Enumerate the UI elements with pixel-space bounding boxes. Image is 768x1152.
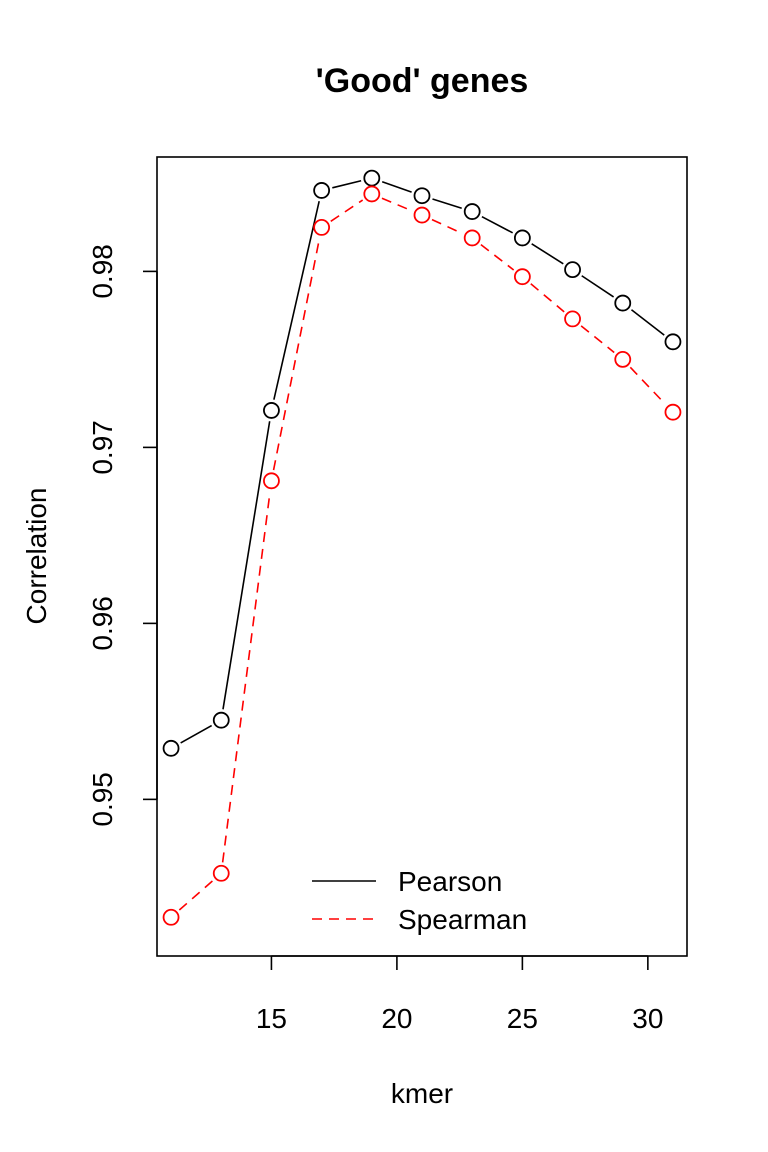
series-segment xyxy=(629,366,666,405)
data-point xyxy=(212,711,230,729)
x-axis: 15 20 25 30 xyxy=(256,955,663,1034)
y-tick-label: 0.95 xyxy=(87,772,118,827)
data-point xyxy=(564,310,581,328)
series-segment xyxy=(480,244,515,271)
data-point xyxy=(463,203,481,220)
series-pearson xyxy=(162,169,682,757)
data-point xyxy=(513,268,531,286)
data-point xyxy=(413,206,431,224)
x-tick-label: 20 xyxy=(381,1003,412,1034)
data-point xyxy=(614,294,632,312)
data-point xyxy=(263,402,280,419)
series-segment xyxy=(330,199,364,222)
series-segment xyxy=(272,238,321,471)
y-axis: 0.95 0.96 0.97 0.98 xyxy=(87,244,158,827)
data-point xyxy=(363,185,381,203)
series-segment xyxy=(221,491,271,863)
y-tick-label: 0.96 xyxy=(87,596,118,651)
legend-label: Spearman xyxy=(398,904,527,935)
series-segment xyxy=(580,325,615,354)
series-segment xyxy=(530,283,565,313)
data-point xyxy=(313,218,331,236)
series-segment xyxy=(531,243,564,265)
series-segment xyxy=(222,421,271,710)
series-segment xyxy=(431,218,463,235)
legend-label: Pearson xyxy=(398,866,502,897)
chart-title: 'Good' genes xyxy=(316,62,529,100)
series-segment xyxy=(432,198,462,210)
series-segment xyxy=(381,197,413,212)
data-point xyxy=(162,908,180,926)
data-point xyxy=(413,187,431,205)
data-point xyxy=(513,229,531,247)
series-segment xyxy=(630,309,665,336)
series-segment xyxy=(180,724,213,744)
data-point xyxy=(564,261,581,279)
y-tick-label: 0.98 xyxy=(87,244,118,299)
x-axis-label: kmer xyxy=(391,1078,453,1109)
x-tick-label: 25 xyxy=(507,1003,538,1034)
series-segment xyxy=(381,181,412,193)
y-tick-label: 0.97 xyxy=(87,420,118,475)
data-point xyxy=(363,169,381,187)
y-axis-label: Correlation xyxy=(21,488,52,625)
series-layer xyxy=(162,169,682,926)
series-segment xyxy=(481,215,514,234)
legend: Pearson Spearman xyxy=(312,866,527,935)
data-point xyxy=(664,403,682,421)
x-tick-label: 30 xyxy=(632,1003,663,1034)
data-point xyxy=(313,182,331,199)
data-point xyxy=(664,333,682,351)
data-point xyxy=(614,350,632,368)
series-spearman xyxy=(162,185,682,926)
series-segment xyxy=(273,200,320,400)
series-segment xyxy=(581,275,615,298)
data-point xyxy=(263,472,280,490)
plot-frame xyxy=(156,156,688,957)
x-tick-label: 15 xyxy=(256,1003,287,1034)
series-segment xyxy=(332,179,362,189)
data-point xyxy=(212,864,230,882)
data-point xyxy=(463,229,481,247)
series-segment xyxy=(178,879,214,911)
data-point xyxy=(162,739,180,757)
